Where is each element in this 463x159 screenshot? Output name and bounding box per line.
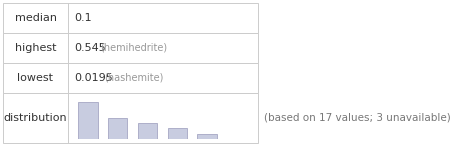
Text: distribution: distribution <box>4 113 67 123</box>
Text: 0.545: 0.545 <box>74 43 106 53</box>
Bar <box>3 63 258 93</box>
Text: 0.1: 0.1 <box>74 13 92 23</box>
Text: (based on 17 values; 3 unavailable): (based on 17 values; 3 unavailable) <box>264 113 451 123</box>
Bar <box>197 134 217 139</box>
Bar <box>108 118 127 139</box>
Bar <box>3 3 258 33</box>
Text: (hashemite): (hashemite) <box>104 73 163 83</box>
Bar <box>138 123 157 139</box>
Bar <box>3 33 258 63</box>
Text: highest: highest <box>15 43 56 53</box>
Bar <box>3 93 258 143</box>
Bar <box>78 102 98 139</box>
Text: lowest: lowest <box>18 73 54 83</box>
Text: median: median <box>14 13 56 23</box>
Text: 0.0195: 0.0195 <box>74 73 113 83</box>
Bar <box>168 128 187 139</box>
Text: (hemihedrite): (hemihedrite) <box>100 43 167 53</box>
